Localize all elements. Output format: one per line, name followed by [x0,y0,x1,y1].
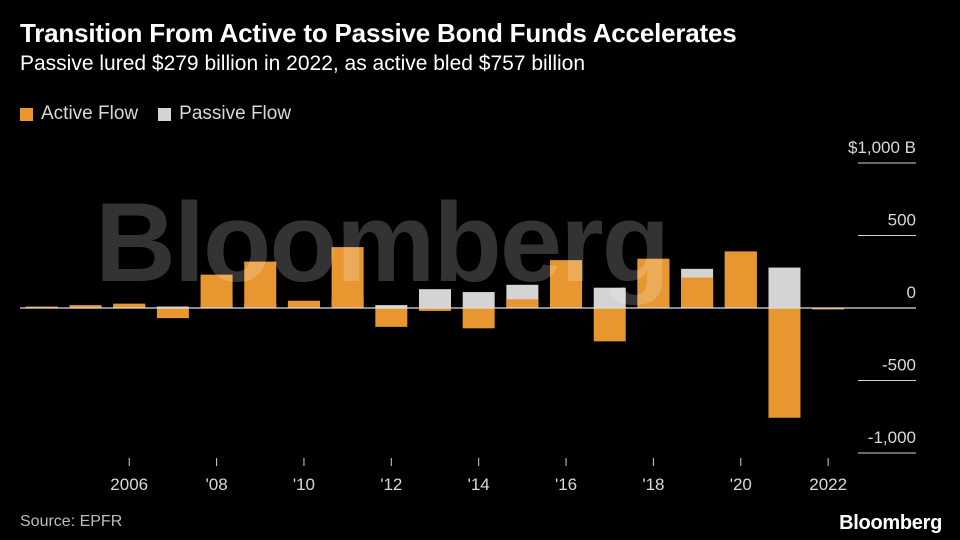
bar-active-2014 [462,308,495,329]
y-tick-label: -500 [882,356,916,375]
x-tick-label: '20 [730,475,752,494]
legend-swatch-active [20,107,33,121]
bar-active-2005 [69,305,102,308]
chart-title: Transition From Active to Passive Bond F… [20,18,737,48]
bar-active-2004 [25,306,58,308]
legend-label-active: Active Flow [41,103,139,124]
bar-passive-2021 [768,267,801,308]
bar-active-2020 [724,251,757,308]
bar-active-2012 [375,308,408,327]
y-tick-label: 0 [907,283,916,302]
y-tick-label: $1,000 B [848,138,916,157]
bar-passive-2017 [593,287,626,308]
bar-active-2017 [593,308,626,342]
x-tick-label: '12 [380,475,402,494]
x-axis: 2006 '08 '10 '12 '14 '16 '18 '20 2022 [110,458,847,494]
x-tick-label: '18 [642,475,664,494]
legend-item-active: Active Flow [20,103,138,125]
y-axis: $1,000 B 500 0 -500 -1,000 [848,138,916,454]
x-tick-label: '14 [468,475,490,494]
bar-active-2013 [419,308,451,311]
y-tick-label: -1,000 [868,428,916,447]
chart-subtitle: Passive lured $279 billion in 2022, as a… [20,52,586,75]
bar-active-2006 [113,303,146,308]
legend-label-passive: Passive Flow [179,103,292,124]
bar-active-2018 [637,258,670,308]
bar-active-2007 [156,308,189,319]
x-tick-label: 2006 [110,475,148,494]
legend-item-passive: Passive Flow [158,103,291,125]
bar-active-2015 [506,299,539,308]
x-tick-label: '08 [206,475,228,494]
bar-active-2008 [200,274,233,308]
bar-active-2021 [768,308,801,418]
bar-active-2019 [681,277,714,308]
bar-passive-2014 [462,292,495,308]
x-tick-label: '10 [293,475,315,494]
bar-active-2016 [550,260,583,308]
x-tick-label: '16 [555,475,577,494]
bars-layer [20,247,916,418]
y-tick-label: 500 [888,211,916,230]
bar-passive-2007 [156,306,189,308]
source-note: Source: EPFR [20,513,123,530]
bar-active-2011 [331,247,364,308]
bar-active-2010 [287,300,320,308]
bar-passive-2012 [375,305,408,308]
bar-passive-2013 [419,289,451,308]
bloomberg-logo: Bloomberg [839,512,942,534]
x-tick-label: 2022 [809,475,847,494]
legend: Active Flow Passive Flow [20,103,311,125]
bar-active-2009 [244,261,277,308]
bar-active-2022 [812,308,845,310]
legend-swatch-passive [158,107,172,121]
